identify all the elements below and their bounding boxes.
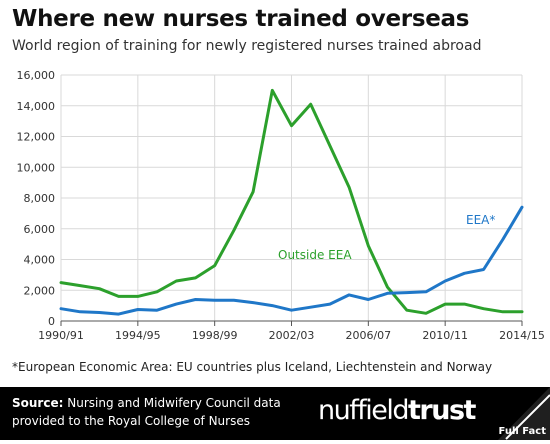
axes: 0 2,000 4,000 6,000 8,000 10,000 12,000 14,000 1… <box>17 69 545 342</box>
x-tick-label: 2002/03 <box>269 329 315 342</box>
line-chart: 0 2,000 4,000 6,000 8,000 10,000 12,000 14,000 1… <box>17 69 545 342</box>
full-fact-text: Full Fact <box>498 426 547 437</box>
nuffield-trust-logo: nuffieldtrust <box>318 395 476 426</box>
y-tick-label: 0 <box>48 315 55 328</box>
y-tick-label: 14,000 <box>17 100 56 113</box>
brand-part1: nuffield <box>318 395 410 426</box>
series-label-eea: EEA* <box>466 213 495 227</box>
y-tick-label: 8,000 <box>24 192 56 205</box>
y-tick-label: 4,000 <box>24 254 56 267</box>
x-tick-label: 2010/11 <box>422 329 468 342</box>
footer-bar: Source: Nursing and Midwifery Council da… <box>0 387 550 440</box>
x-tick-label: 2006/07 <box>345 329 391 342</box>
source-note: Source: Nursing and Midwifery Council da… <box>12 394 312 430</box>
series-line-outside-eea <box>59 88 524 315</box>
series-label-outside-eea: Outside EEA <box>278 248 352 262</box>
y-tick-label: 12,000 <box>17 131 56 144</box>
grid-lines <box>60 74 523 321</box>
y-tick-label: 16,000 <box>17 69 56 82</box>
chart-subtitle: World region of training for newly regis… <box>12 38 482 54</box>
source-text: Nursing and Midwifery Council data provi… <box>12 396 281 428</box>
full-fact-logo: Full Fact <box>498 387 550 440</box>
x-tick-label: 1998/99 <box>192 329 238 342</box>
y-tick-label: 10,000 <box>17 161 56 174</box>
y-tick-label: 6,000 <box>24 223 56 236</box>
x-tick-label: 1994/95 <box>115 329 161 342</box>
chart-title: Where new nurses trained overseas <box>12 6 470 32</box>
full-fact-corner-icon <box>498 387 550 440</box>
brand-part2: trust <box>408 395 476 426</box>
series-line-eea <box>59 205 524 316</box>
series-labels: Outside EEA EEA* <box>278 213 495 262</box>
y-tick-label: 2,000 <box>24 284 56 297</box>
footnote: *European Economic Area: EU countries pl… <box>12 360 493 374</box>
x-tick-label: 1990/91 <box>38 329 84 342</box>
series-lines <box>59 88 524 316</box>
x-tick-label: 2014/15 <box>499 329 545 342</box>
source-label: Source: <box>12 396 64 410</box>
